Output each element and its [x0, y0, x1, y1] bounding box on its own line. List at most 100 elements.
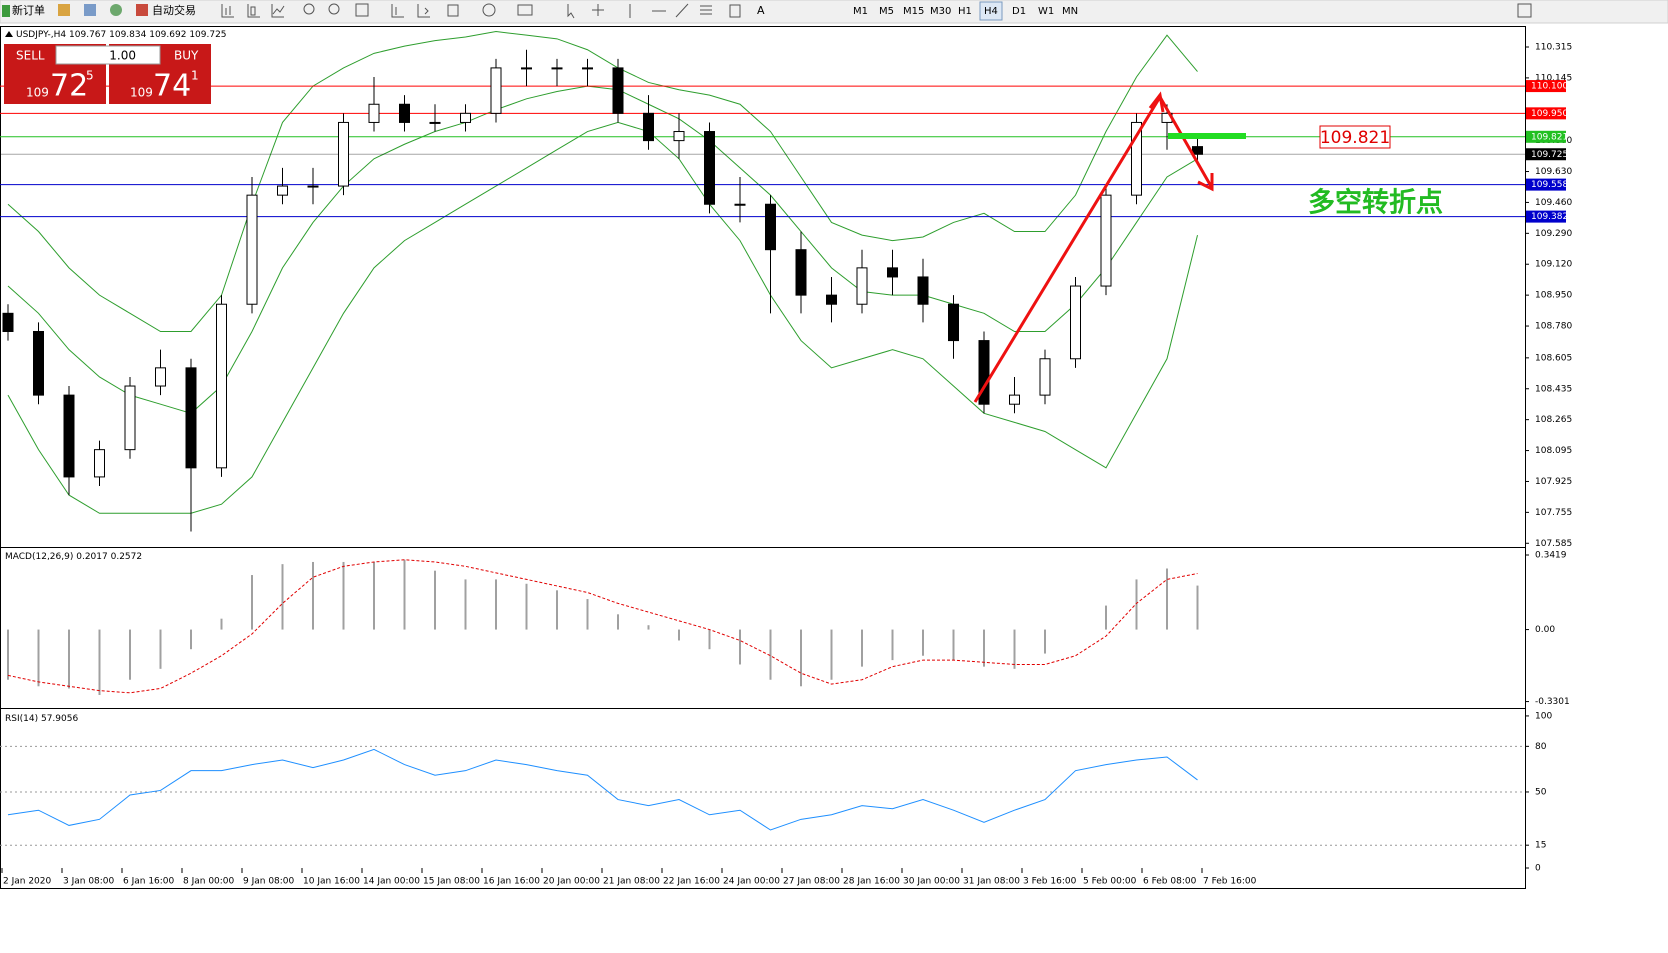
price-level-label: 109.558 [1531, 180, 1568, 190]
price-level-tag [1526, 130, 1566, 143]
search[interactable] [1517, 3, 1532, 18]
ask-fraction: 1 [191, 69, 199, 83]
y-tick-label: 50 [1535, 787, 1547, 797]
header-icon [5, 31, 13, 37]
x-tick-label: 30 Jan 00:00 [903, 877, 960, 887]
indicators[interactable] [447, 4, 459, 17]
ask-pips: 74 [153, 69, 191, 104]
x-tick-label: 22 Jan 16:00 [663, 877, 720, 887]
bollinger-band [7, 121, 1198, 514]
candle-body [246, 194, 258, 305]
templates[interactable] [517, 4, 533, 16]
bollinger-band [7, 31, 1198, 332]
price-level-label: 109.821 [1531, 132, 1568, 142]
bid-pips: 72 [50, 69, 88, 104]
candle-tool[interactable] [247, 4, 260, 18]
buy-button[interactable]: BUY [174, 49, 199, 63]
timeframes: M1 M5 M15 M30 H1 H4 D1 W1 MN [853, 1, 1078, 21]
toolbar-icon[interactable] [110, 4, 122, 16]
candle-body [948, 303, 959, 342]
bid-big: 109 [26, 86, 49, 100]
candle-body [490, 67, 502, 114]
rsi-line [7, 748, 1198, 831]
candle-body [673, 131, 685, 142]
auto-scroll[interactable] [391, 4, 404, 18]
toolbar [0, 0, 1668, 24]
header-value: 109.767 [69, 30, 106, 40]
price-level-tag [1526, 80, 1566, 93]
y-tick-label: 109.290 [1535, 229, 1572, 239]
toolbar-icon[interactable] [58, 4, 70, 16]
auto-trading-icon[interactable] [136, 4, 148, 16]
candle-body [124, 385, 136, 451]
y-tick-label: 107.755 [1535, 508, 1572, 518]
candle-body [856, 267, 868, 305]
candle-body [460, 112, 471, 123]
candle-body [704, 131, 715, 205]
timeframe[interactable]: W1 [1038, 6, 1054, 17]
x-tick-label: 3 Jan 08:00 [63, 877, 115, 887]
candle-body [1070, 285, 1081, 360]
timeframe[interactable]: MN [1062, 6, 1078, 17]
timeframe[interactable]: M15 [903, 6, 924, 17]
new-order-icon[interactable] [2, 5, 10, 17]
x-tick-label: 5 Feb 00:00 [1083, 877, 1137, 887]
arrow-head [1148, 91, 1214, 192]
candle-body [765, 203, 776, 251]
candle-body [582, 67, 593, 70]
y-tick-label: 0 [1535, 864, 1541, 874]
toolbar-items: 新订单 自动交易 A [2, 3, 1532, 19]
y-tick-label: 107.925 [1535, 477, 1572, 487]
chart-header: USDJPY-,H4 109.767 109.834 109.692 109.7… [16, 30, 227, 40]
y-tick-label: 110.145 [1535, 73, 1572, 83]
bar-chart-tool[interactable] [221, 4, 234, 18]
candle-body [978, 340, 990, 405]
toolbar-icon[interactable] [84, 4, 96, 16]
price-level-tag [1526, 178, 1566, 191]
text-tool[interactable]: A [757, 4, 765, 17]
y-tick-label: 15 [1535, 841, 1546, 851]
tile-windows[interactable] [355, 3, 369, 17]
timeframe[interactable]: M1 [853, 6, 868, 17]
candle-body [429, 121, 441, 124]
x-tick-label: 14 Jan 00:00 [363, 877, 420, 887]
chart-shift[interactable] [417, 4, 430, 18]
annotation-box [1319, 125, 1391, 149]
new-order[interactable]: 新订单 [12, 3, 45, 17]
zoom-out[interactable] [328, 3, 340, 15]
zoom-in[interactable] [303, 3, 315, 15]
line-tool[interactable] [271, 4, 285, 18]
timeframe[interactable]: D1 [1012, 6, 1026, 17]
candle-body [216, 303, 227, 469]
x-tick-label: 2 Jan 2020 [3, 877, 51, 887]
x-tick-label: 7 Feb 16:00 [1203, 877, 1257, 887]
price-level-tag [1526, 148, 1566, 161]
sell-button[interactable]: SELL [16, 49, 45, 63]
timeframe[interactable]: M30 [930, 6, 951, 17]
timeframe[interactable]: M5 [879, 6, 894, 17]
lot-size[interactable]: 1.00 [109, 49, 136, 63]
auto-trading[interactable]: 自动交易 [152, 3, 196, 17]
lot-box[interactable] [55, 45, 161, 65]
annotations: 109.821 多空转折点 [1308, 125, 1443, 219]
x-tick-label: 24 Jan 00:00 [723, 877, 780, 887]
header-value: USDJPY-,H4 [16, 30, 66, 40]
header-value: 0.2572 [111, 552, 143, 562]
periods[interactable] [482, 3, 496, 17]
candle-body [368, 103, 380, 123]
candle-body [307, 185, 319, 188]
x-tick-label: 31 Jan 08:00 [963, 877, 1020, 887]
x-tick-label: 27 Jan 08:00 [783, 877, 840, 887]
candle-body [338, 121, 349, 187]
drawing-tools[interactable] [567, 3, 741, 19]
candle-body [1131, 121, 1142, 196]
timeframe[interactable]: H1 [958, 6, 972, 17]
active-timeframe [979, 1, 1003, 21]
timeframe[interactable]: H4 [984, 6, 998, 17]
price-level-tag [1526, 210, 1566, 223]
x-tick-label: 16 Jan 16:00 [483, 877, 540, 887]
y-tick-label: 109.460 [1535, 198, 1572, 208]
toolbar-tools [221, 3, 741, 19]
header-value: 0.2017 [76, 552, 108, 562]
